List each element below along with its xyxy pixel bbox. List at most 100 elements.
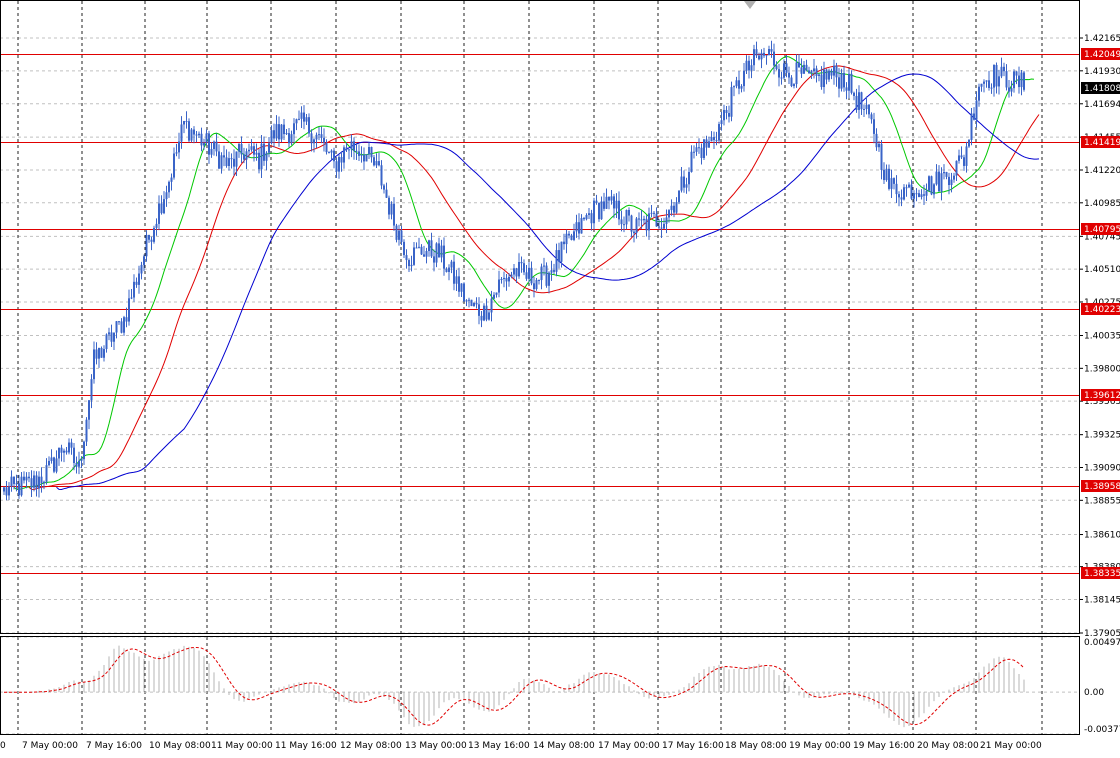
candle-body [608,196,610,201]
candle-body [113,332,115,342]
candle-body [598,202,600,220]
candle-body [178,141,180,153]
candle-body [283,124,285,135]
oscillator-axis: 0.00497 0.00 -0.00377 [1084,638,1120,735]
price-tick-label: 1.42165 [1084,34,1120,44]
candle-body [43,481,45,484]
candle-body [633,231,635,234]
candle-body [928,176,930,191]
candle-body [890,178,893,189]
candle-body [763,52,765,56]
candle-body [955,160,958,176]
shift-marker-icon[interactable] [744,1,756,9]
candle-body [910,184,913,199]
candle-body [395,225,398,240]
candle-body [355,150,358,152]
candle-body [180,124,183,142]
candle-body [185,121,188,123]
candle-body [653,212,655,214]
candle-body [265,152,268,161]
main-panel-frame [0,0,1080,634]
candle-body [235,151,238,167]
candle-body [243,154,245,160]
candle-body [65,450,68,453]
candle-body [723,109,725,121]
candle-body [933,184,935,195]
level-label-box [1081,389,1120,401]
candle-body [485,305,488,320]
candle-body [820,74,823,88]
candle-body [615,200,618,209]
candle-body [383,185,385,190]
candle-body [713,137,715,141]
candle-body [405,255,408,261]
candle-body [443,245,445,269]
candle-body [175,152,178,154]
candle-body [698,147,700,149]
candle-body [580,218,583,234]
price-tick-label: 1.41220 [1084,166,1120,176]
candle-body [533,283,535,290]
candle-body [445,268,448,272]
candle-body [88,400,90,420]
candle-body [858,92,860,110]
candle-body [328,152,330,154]
moving-average-line [13,55,1035,491]
level-label-box [1081,480,1120,492]
candle-body [805,64,808,71]
candle-body [125,317,128,322]
candle-body [78,460,80,467]
candle-body [18,483,20,496]
candle-body [503,277,505,279]
candle-body [770,49,773,52]
candle-body [145,234,148,257]
candle-body [168,181,170,193]
candle-body [975,100,978,120]
candle-body [1015,71,1018,76]
level-label-text: 1.40223 [1084,305,1120,315]
candle-body [110,332,113,342]
candle-body [683,176,685,188]
candle-body [870,114,873,120]
candle-body [90,379,93,401]
candle-body [950,179,953,186]
candle-body [430,240,433,257]
candle-body [368,147,370,155]
candle-body [803,64,805,74]
price-tick-label: 1.40745 [1084,232,1120,242]
candle-body [258,152,260,170]
candle-body [760,52,763,60]
candle-body [570,235,573,240]
candle-body [468,299,470,301]
candle-body [705,139,708,148]
candle-body [830,70,833,76]
candle-body [1023,72,1025,90]
candle-body [415,247,418,249]
candle-body [558,250,560,262]
candle-body [520,261,523,264]
price-tick-label: 1.40510 [1084,265,1120,275]
price-tick-label: 1.41930 [1084,67,1120,77]
price-tick-label: 1.38145 [1084,595,1120,605]
candle-body [428,240,430,252]
candle-body [775,65,778,70]
candle-body [330,150,333,153]
time-tick-label: 13 May 00:00 [405,741,467,751]
level-labels: 1.42049 1.41419 1.40795 1.40223 1.39612 1.389… [1081,48,1120,579]
candle-body [363,154,365,162]
candle-body [573,231,575,240]
candle-body [55,458,58,472]
candle-body [878,143,880,148]
candle-body [75,463,78,467]
candle-body [860,92,863,110]
candle-body [293,123,295,135]
candle-body [3,487,5,492]
candle-body [285,133,288,135]
candle-body [233,158,235,167]
candle-body [758,55,760,60]
candle-body [188,121,190,141]
candle-body [1018,75,1020,88]
candle-body [813,68,815,72]
candle-body [345,147,348,150]
candle-body [605,196,608,209]
